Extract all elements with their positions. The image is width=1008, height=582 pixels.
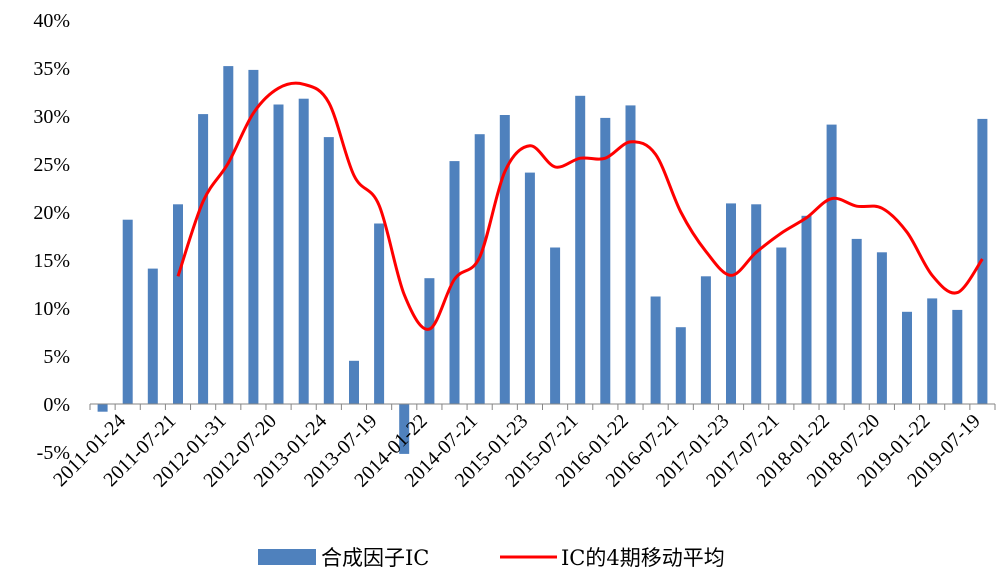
bar-2011-07-21 [147,268,158,404]
y-tick-label: 25% [33,154,70,176]
bar-2018-01-22 [801,215,812,404]
bar-2016-07-21 [650,296,661,404]
bar-2012-07-20 [248,69,259,405]
y-tick-label: 35% [33,58,70,80]
legend-label-line: IC的4期移动平均 [561,546,725,570]
bar-2014-04-21 [424,278,435,404]
x-axis-labels: 2011-01-242011-07-212012-01-312012-07-20… [49,410,985,492]
bar-series [97,66,988,454]
bar-2016-01-22 [600,117,611,405]
bar-2018-10-22 [876,252,887,404]
y-tick-label: 0% [43,394,70,416]
y-tick-label: -5% [37,442,70,464]
bar-2016-04-21 [625,105,636,405]
y-tick-label: 5% [43,346,70,368]
y-axis-ticks: -5% 0% 5% 10% 15% 20% 25% 30% 35% 40% [33,10,70,464]
bar-2015-01-23 [499,115,510,404]
y-tick-label: 40% [33,10,70,32]
bar-2015-10-22 [575,95,586,405]
bar-2019-07-19 [952,309,963,404]
y-tick-label: 10% [33,298,70,320]
bar-2011-04-21 [122,219,133,404]
bar-2016-10-21 [675,327,686,404]
legend-label-bar: 合成因子IC [321,546,429,570]
bar-2015-07-21 [550,247,561,404]
bar-2012-04-23 [223,66,234,404]
bar-2017-04-21 [726,203,736,404]
bar-2013-01-24 [298,98,309,404]
bar-2013-10-22 [374,223,385,404]
bar-2014-10-22 [474,134,485,404]
moving-average-line [176,81,984,331]
bar-2019-01-22 [902,311,912,404]
bar-2015-04-21 [524,172,535,404]
bar-2011-01-24 [97,404,108,412]
bar-2018-07-20 [851,238,862,404]
bar-2017-10-23 [776,247,787,404]
bar-2018-04-20 [826,124,837,404]
x-axis-ticks [89,404,996,410]
y-tick-label: 15% [33,250,70,272]
bar-2011-10-24 [173,204,183,404]
y-tick-label: 30% [33,106,70,128]
legend: 合成因子IC IC的4期移动平均 [258,546,725,570]
bar-2012-10-22 [273,104,284,404]
y-tick-label: 20% [33,202,70,224]
bar-2017-01-23 [700,276,711,404]
bar-2013-07-19 [349,360,359,404]
bar-2014-01-22 [399,404,410,454]
bar-2013-04-22 [323,137,334,404]
bar-2014-07-21 [449,161,460,404]
bar-2012-01-31 [198,114,209,404]
bar-2017-07-21 [751,204,762,404]
bar-2019-04-22 [927,298,938,404]
legend-swatch-bar [258,549,316,565]
